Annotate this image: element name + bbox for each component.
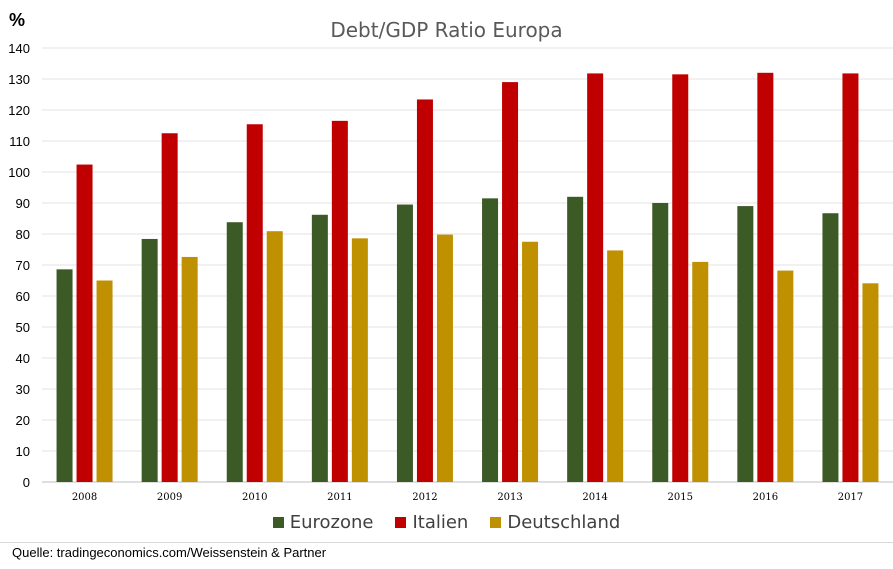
bar-italien-2012: [416, 99, 433, 483]
bar-eurozone-2012: [396, 204, 413, 483]
bar-italien-2017: [842, 73, 859, 483]
bar-italien-2011: [331, 120, 348, 482]
bar-eurozone-2011: [311, 214, 328, 482]
legend-label-italien: Italien: [412, 512, 469, 533]
bar-eurozone-2015: [652, 203, 669, 482]
bar-eurozone-2016: [737, 206, 754, 482]
x-tick-label: 2014: [582, 492, 607, 503]
bar-italien-2009: [161, 133, 178, 482]
legend: Eurozone Italien Deutschland: [0, 512, 893, 533]
legend-swatch-italien: [395, 517, 407, 528]
x-tick-label: 2009: [157, 492, 182, 503]
x-tick-label: 2010: [242, 492, 267, 503]
x-tick-label: 2017: [838, 492, 863, 503]
bar-deutschland-2010: [266, 231, 283, 482]
y-tick-label: 130: [8, 72, 30, 87]
bar-deutschland-2013: [522, 241, 539, 482]
x-tick-label: 2015: [668, 492, 693, 503]
y-tick-label: 60: [16, 289, 30, 304]
legend-label-eurozone: Eurozone: [289, 512, 374, 533]
x-tick-label: 2016: [753, 492, 778, 503]
bar-italien-2016: [757, 72, 774, 483]
bar-eurozone-2010: [226, 222, 243, 482]
bar-deutschland-2014: [607, 250, 624, 482]
source-note: Quelle: tradingeconomics.com/Weissenstei…: [12, 545, 327, 560]
bar-deutschland-2011: [351, 238, 368, 482]
bar-italien-2008: [76, 164, 93, 482]
bar-deutschland-2015: [692, 261, 709, 482]
bar-eurozone-2008: [56, 269, 73, 482]
bar-deutschland-2017: [862, 283, 879, 482]
x-tick-label: 2008: [72, 492, 97, 503]
y-tick-label: 50: [16, 320, 30, 335]
bar-eurozone-2014: [567, 196, 584, 483]
bar-italien-2015: [672, 74, 689, 482]
bar-eurozone-2017: [822, 213, 839, 483]
y-tick-label: 40: [16, 351, 30, 366]
y-tick-label: 100: [8, 165, 30, 180]
legend-item-italien: Italien: [395, 512, 468, 533]
bar-eurozone-2009: [141, 238, 158, 482]
y-axis-label: %: [9, 10, 26, 30]
bar-italien-2014: [587, 73, 604, 483]
legend-label-deutschland: Deutschland: [507, 512, 621, 533]
bar-italien-2010: [246, 124, 263, 482]
chart-title: Debt/GDP Ratio Europa: [330, 18, 563, 42]
y-tick-label: 140: [8, 41, 30, 56]
source-divider: [0, 542, 893, 543]
y-tick-label: 80: [16, 227, 30, 242]
y-tick-label: 20: [16, 413, 30, 428]
bar-eurozone-2013: [482, 198, 499, 482]
legend-item-deutschland: Deutschland: [490, 512, 620, 533]
bar-deutschland-2012: [436, 234, 453, 482]
legend-item-eurozone: Eurozone: [272, 512, 374, 533]
bar-deutschland-2009: [181, 256, 198, 482]
bar-italien-2013: [502, 82, 519, 482]
y-tick-label: 10: [16, 444, 30, 459]
y-tick-label: 120: [8, 103, 30, 118]
legend-swatch-deutschland: [490, 517, 502, 528]
x-tick-label: 2011: [327, 492, 352, 503]
bar-deutschland-2008: [96, 280, 113, 482]
x-tick-label: 2013: [497, 492, 522, 503]
y-tick-label: 0: [23, 475, 30, 490]
legend-swatch-eurozone: [272, 517, 284, 528]
y-tick-label: 70: [16, 258, 30, 273]
y-tick-label: 90: [16, 196, 30, 211]
bar-deutschland-2016: [777, 270, 794, 482]
y-tick-label: 30: [16, 382, 30, 397]
x-tick-label: 2012: [412, 492, 437, 503]
y-tick-label: 110: [9, 134, 30, 149]
